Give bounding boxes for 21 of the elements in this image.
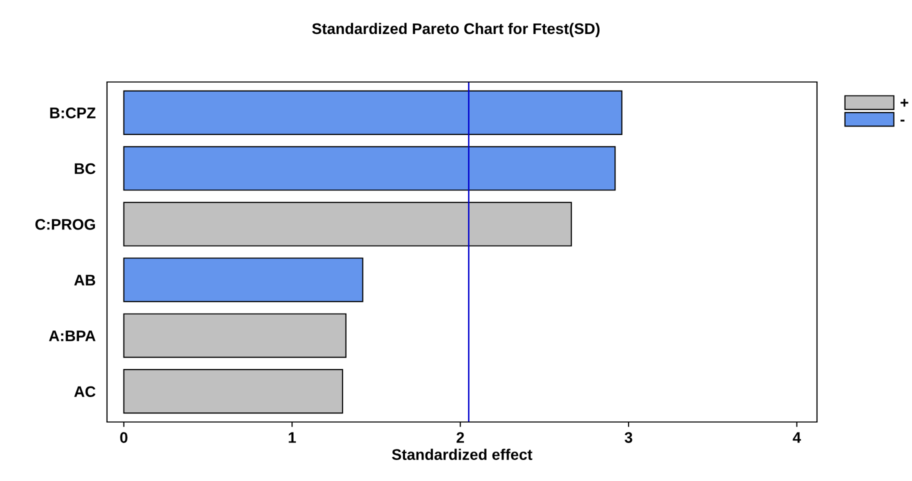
bar [123,313,346,358]
y-tick-label: C:PROG [35,219,95,230]
bar [123,146,616,191]
x-axis-title: Standardized effect [392,448,532,460]
y-tick-label: AC [74,386,96,398]
legend-label: - [900,120,904,122]
y-tick-label: BC [74,163,96,174]
bar [123,258,364,302]
y-tick-label: B:CPZ [50,108,96,118]
bar [123,369,344,414]
x-tick-label: 1 [288,432,296,443]
x-tick-label: 4 [792,432,801,443]
chart-title: Standardized Pareto Chart for Ftest(SD) [312,22,600,38]
y-tick-label: A:BPA [49,330,96,342]
x-tick-label: 0 [120,432,128,443]
x-tick-label: 3 [624,432,632,443]
bar [123,202,572,246]
y-tick-label: AB [74,274,96,286]
legend-label: + [900,98,908,107]
x-tick-label: 2 [456,432,464,443]
bar [123,90,622,135]
